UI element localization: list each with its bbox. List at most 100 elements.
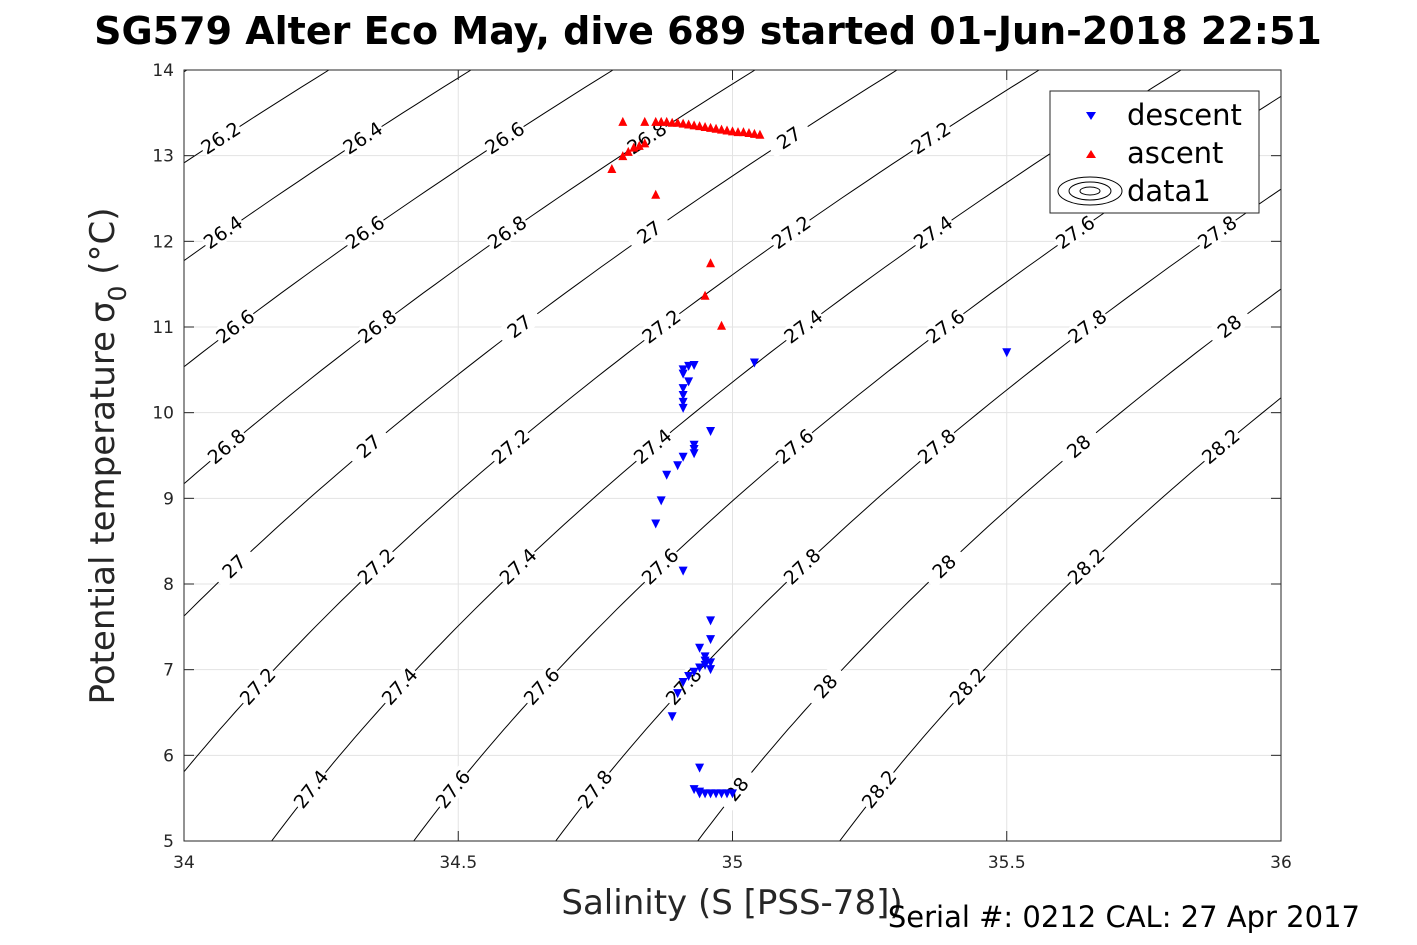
y-axis-label-subscript: 0 — [103, 286, 132, 302]
descent-point — [700, 652, 710, 662]
contour-label-bg — [289, 765, 333, 813]
descent-point — [684, 672, 694, 682]
contour-label-bg — [495, 304, 543, 348]
contour-label-bg — [715, 765, 759, 813]
ascent-point — [695, 121, 705, 131]
contour-label-bg — [1063, 304, 1111, 348]
contour-label-bg — [487, 424, 534, 468]
ascent-point — [700, 290, 710, 300]
descent-point — [706, 658, 716, 668]
y-tick-label: 7 — [163, 661, 174, 681]
contour-label-bg — [945, 663, 990, 710]
ascent-point — [640, 116, 650, 126]
x-tick-label: 35 — [722, 853, 744, 873]
descent-point — [684, 377, 694, 387]
ascent-point — [749, 128, 759, 138]
ascent-point — [700, 122, 710, 132]
contour-label-bg — [779, 543, 825, 589]
contour-label-bg — [913, 424, 960, 468]
descent-point — [678, 397, 688, 407]
y-tick-label: 13 — [152, 147, 174, 167]
ascent-point — [684, 119, 694, 129]
legend: descent ascent data1 — [1049, 90, 1260, 214]
serial-cal-footer: Serial #: 0212 CAL: 27 Apr 2017 — [888, 900, 1360, 934]
contour-label-bg — [1205, 304, 1253, 348]
legend-box — [1049, 90, 1260, 214]
descent-point — [695, 643, 705, 653]
ascent-point — [678, 118, 688, 128]
contour-label-bg — [1197, 424, 1244, 468]
contour-label-bg — [235, 663, 280, 710]
descent-point — [678, 678, 688, 688]
descent-point — [728, 789, 737, 799]
legend-ascent-marker — [1086, 150, 1096, 158]
descent-point — [678, 365, 688, 375]
ascent-point — [607, 164, 617, 174]
contour-label-bg — [637, 304, 685, 348]
descent-series — [651, 348, 1012, 799]
contour-line — [184, 70, 614, 368]
legend-data1-contour-icon — [1057, 176, 1123, 206]
x-tick-label: 34 — [173, 853, 195, 873]
x-tick-label: 34.5 — [439, 853, 477, 873]
descent-point — [749, 358, 759, 368]
x-tick-label: 36 — [1270, 853, 1292, 873]
descent-point — [667, 712, 677, 722]
contour-label-bg — [211, 304, 259, 348]
y-tick-label: 8 — [163, 575, 174, 595]
descent-point — [662, 470, 672, 480]
contour-label-bg — [519, 663, 564, 710]
ascent-point — [728, 126, 737, 136]
contour-label-bg — [629, 424, 676, 468]
contour-label-bg — [1055, 424, 1102, 468]
contour-label-bg — [494, 543, 541, 589]
contour-label-bg — [338, 117, 387, 159]
contour-label-bg — [210, 543, 257, 589]
descent-point — [695, 763, 705, 773]
legend-descent-marker — [1086, 112, 1096, 120]
ascent-point — [717, 124, 727, 134]
descent-point — [656, 496, 666, 506]
descent-point — [706, 635, 716, 645]
ascent-point — [640, 138, 650, 148]
contour-line — [184, 70, 472, 262]
contour-label-bg — [625, 211, 673, 253]
y-axis-ticks: 5 6 7 8 9 10 11 12 13 14 — [152, 61, 1281, 852]
y-axis-label-symbol: σ — [83, 301, 123, 323]
contour-label-bg — [779, 304, 827, 348]
descent-point — [706, 616, 716, 626]
contour-label-bg — [857, 765, 901, 813]
descent-point — [678, 566, 688, 576]
contour-label-bg — [573, 765, 617, 813]
descent-point — [678, 452, 688, 462]
y-tick-label: 9 — [163, 489, 174, 509]
contour-label-bg — [341, 211, 389, 253]
contour-label-bg — [1063, 543, 1109, 589]
contour-label-bg — [480, 117, 529, 159]
contour-label-bg — [909, 211, 957, 253]
y-axis-label-text: Potential temperature — [83, 331, 123, 704]
contour-label-bg — [345, 424, 392, 468]
contour-label-bg — [483, 211, 531, 253]
ascent-point — [623, 146, 633, 156]
ascent-point — [618, 116, 628, 126]
descent-point — [678, 403, 688, 413]
contour-label-bg — [431, 765, 475, 813]
ascent-point — [662, 116, 672, 126]
ascent-point — [706, 122, 716, 132]
y-tick-label: 10 — [152, 404, 174, 424]
y-tick-label: 5 — [163, 832, 174, 852]
ascent-point — [634, 140, 644, 150]
contour-label-bg — [352, 543, 399, 589]
legend-data1-label: data1 — [1127, 174, 1211, 208]
y-axis-label: Potential temperature σ0 (°C) — [83, 207, 132, 704]
y-tick-label: 14 — [152, 61, 174, 81]
ascent-point — [673, 117, 683, 127]
contour-label-bg — [196, 117, 245, 159]
contour-label-bg — [1193, 211, 1241, 253]
contour-label-bg — [203, 424, 250, 468]
descent-point — [695, 663, 705, 673]
descent-point — [689, 667, 699, 677]
x-tick-label: 35.5 — [988, 853, 1026, 873]
